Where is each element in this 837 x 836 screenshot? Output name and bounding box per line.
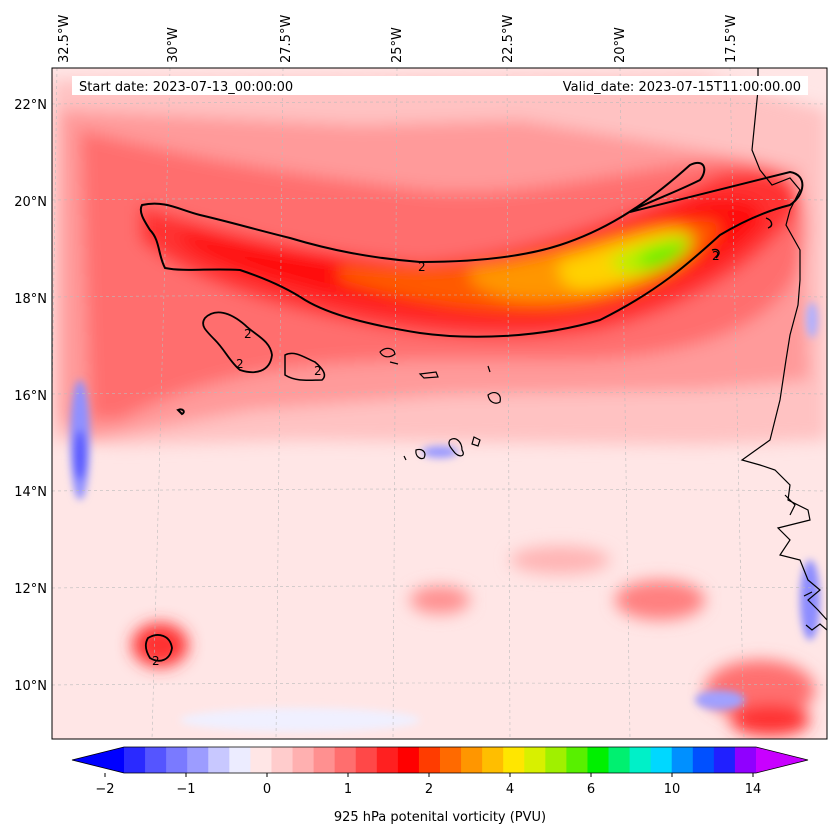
map-frame xyxy=(51,67,828,740)
colorbar-swatch xyxy=(208,747,230,773)
colorbar-tick-label: 0 xyxy=(263,782,271,797)
lat-label: 20°N xyxy=(14,195,47,210)
lon-label: 20°W xyxy=(613,27,628,63)
colorbar-swatch xyxy=(355,747,378,773)
colorbar-outline xyxy=(71,746,809,774)
colorbar-tick-label: 2 xyxy=(425,782,433,797)
lon-label: 32.5°W xyxy=(57,15,72,63)
colorbar-extend-min xyxy=(72,747,124,773)
colorbar-swatch xyxy=(650,747,673,773)
start-date-label: Start date: 2023-07-13_00:00:00 xyxy=(79,80,293,95)
colorbar-swatch xyxy=(229,747,251,773)
colorbar-swatch xyxy=(629,747,652,773)
lat-label: 22°N xyxy=(14,98,47,113)
colorbar-swatch xyxy=(566,747,588,773)
colorbar-swatch xyxy=(187,747,209,773)
colorbar-swatch xyxy=(440,747,462,773)
colorbar-title: 925 hPa potenital vorticity (PVU) xyxy=(334,810,546,825)
islands xyxy=(379,347,501,461)
colorbar-tick-label: −1 xyxy=(176,782,195,797)
colorbar-tick-label: 1 xyxy=(344,782,352,797)
pv-field xyxy=(52,75,827,736)
lon-label: 30°W xyxy=(166,27,181,63)
lat-label: 10°N xyxy=(14,679,47,694)
date-banner xyxy=(72,76,808,95)
colorbar-swatch xyxy=(524,747,546,773)
colorbar-tick-label: −2 xyxy=(95,782,114,797)
colorbar-swatch xyxy=(376,747,399,773)
colorbar-extend-max xyxy=(756,747,808,773)
colorbar-swatch xyxy=(692,747,715,773)
gridlines xyxy=(52,68,827,739)
contour-label: 2 xyxy=(418,260,426,274)
contour-label: 2 xyxy=(244,327,252,341)
lon-label: 27.5°W xyxy=(279,15,294,63)
colorbar-swatch xyxy=(734,747,757,773)
colorbar-swatch xyxy=(418,747,441,773)
colorbar-swatch xyxy=(166,747,188,773)
lon-label: 17.5°W xyxy=(724,15,739,63)
colorbar-tick-label: 4 xyxy=(506,782,514,797)
negative-pv-patches xyxy=(70,302,820,732)
colorbar-swatch xyxy=(397,747,420,773)
colorbar-swatch xyxy=(334,747,357,773)
colorbar-tick-label: 14 xyxy=(745,782,762,797)
colorbar-swatch xyxy=(250,747,272,773)
lon-label: 22.5°W xyxy=(501,15,516,63)
map-area xyxy=(52,68,827,739)
lat-label: 14°N xyxy=(14,485,47,500)
colorbar xyxy=(71,746,809,777)
colorbar-swatch xyxy=(145,747,167,773)
contour-label: 2 xyxy=(712,249,720,263)
contour-label: 2 xyxy=(152,654,160,668)
lat-label: 12°N xyxy=(14,582,47,597)
colorbar-swatch xyxy=(292,747,315,773)
contour-label: 2 xyxy=(236,357,244,371)
colorbar-swatch xyxy=(608,747,631,773)
lat-label: 18°N xyxy=(14,292,47,307)
colorbar-tick-label: 10 xyxy=(664,782,681,797)
colorbar-ticks: −2 −1 0 1 2 4 6 10 14 xyxy=(95,782,761,797)
african-coastline xyxy=(740,68,827,631)
colorbar-swatch xyxy=(671,747,694,773)
colorbar-tick-label: 6 xyxy=(587,782,595,797)
colorbar-swatch xyxy=(313,747,336,773)
lon-label: 25°W xyxy=(390,27,405,63)
colorbar-swatch xyxy=(545,747,567,773)
latitude-labels: 22°N 20°N 18°N 16°N 14°N 12°N 10°N xyxy=(14,98,47,694)
longitude-labels: 32.5°W 30°W 27.5°W 25°W 22.5°W 20°W 17.5… xyxy=(57,15,739,63)
colorbar-swatch xyxy=(461,747,483,773)
contour-labels: 2 2 2 2 2 2 xyxy=(152,249,720,668)
lat-label: 16°N xyxy=(14,389,47,404)
colorbar-swatch xyxy=(503,747,525,773)
contour-label: 2 xyxy=(314,364,322,378)
colorbar-swatch xyxy=(713,747,736,773)
valid-date-label: Valid_date: 2023-07-15T11:00:00.00 xyxy=(563,80,801,95)
colorbar-swatch xyxy=(482,747,504,773)
pv-2-contour xyxy=(139,161,804,662)
colorbar-swatch xyxy=(587,747,610,773)
colorbar-swatch xyxy=(271,747,294,773)
colorbar-swatch xyxy=(124,747,146,773)
